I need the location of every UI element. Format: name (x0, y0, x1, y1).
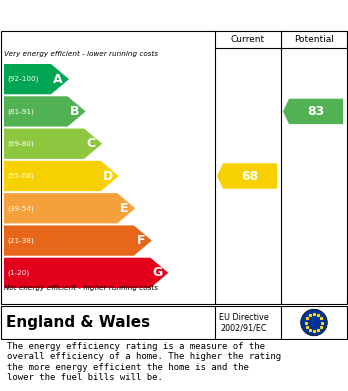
Text: (92-100): (92-100) (7, 76, 38, 83)
Text: (69-80): (69-80) (7, 140, 34, 147)
Text: C: C (87, 137, 96, 150)
Text: England & Wales: England & Wales (6, 315, 150, 330)
Polygon shape (4, 64, 69, 94)
Polygon shape (4, 226, 152, 256)
Text: (39-54): (39-54) (7, 205, 34, 212)
Text: Very energy efficient - lower running costs: Very energy efficient - lower running co… (4, 51, 158, 57)
Text: A: A (53, 73, 63, 86)
Text: The energy efficiency rating is a measure of the
overall efficiency of a home. T: The energy efficiency rating is a measur… (7, 342, 281, 382)
Polygon shape (4, 258, 168, 288)
Text: Current: Current (231, 34, 265, 43)
Text: Energy Efficiency Rating: Energy Efficiency Rating (10, 7, 213, 23)
Text: F: F (137, 234, 145, 247)
Text: G: G (152, 266, 163, 279)
Text: (21-38): (21-38) (7, 237, 34, 244)
Text: (55-68): (55-68) (7, 173, 34, 179)
Polygon shape (283, 99, 343, 124)
Text: (1-20): (1-20) (7, 270, 29, 276)
Text: E: E (120, 202, 129, 215)
Text: 68: 68 (242, 170, 259, 183)
Polygon shape (4, 129, 102, 159)
Text: D: D (103, 170, 113, 183)
Text: 83: 83 (307, 105, 325, 118)
Polygon shape (217, 163, 277, 189)
Text: EU Directive
2002/91/EC: EU Directive 2002/91/EC (219, 313, 269, 332)
Circle shape (301, 309, 327, 336)
Text: Not energy efficient - higher running costs: Not energy efficient - higher running co… (4, 285, 158, 291)
Text: B: B (70, 105, 79, 118)
Polygon shape (4, 161, 119, 191)
Text: Potential: Potential (294, 34, 334, 43)
Polygon shape (4, 193, 135, 223)
Text: (81-91): (81-91) (7, 108, 34, 115)
Polygon shape (4, 96, 86, 127)
